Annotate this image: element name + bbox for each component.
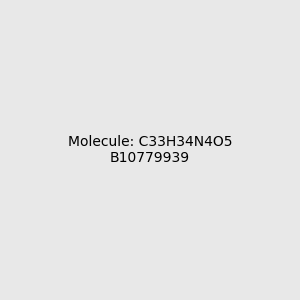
Text: Molecule: C33H34N4O5
B10779939: Molecule: C33H34N4O5 B10779939: [68, 135, 232, 165]
